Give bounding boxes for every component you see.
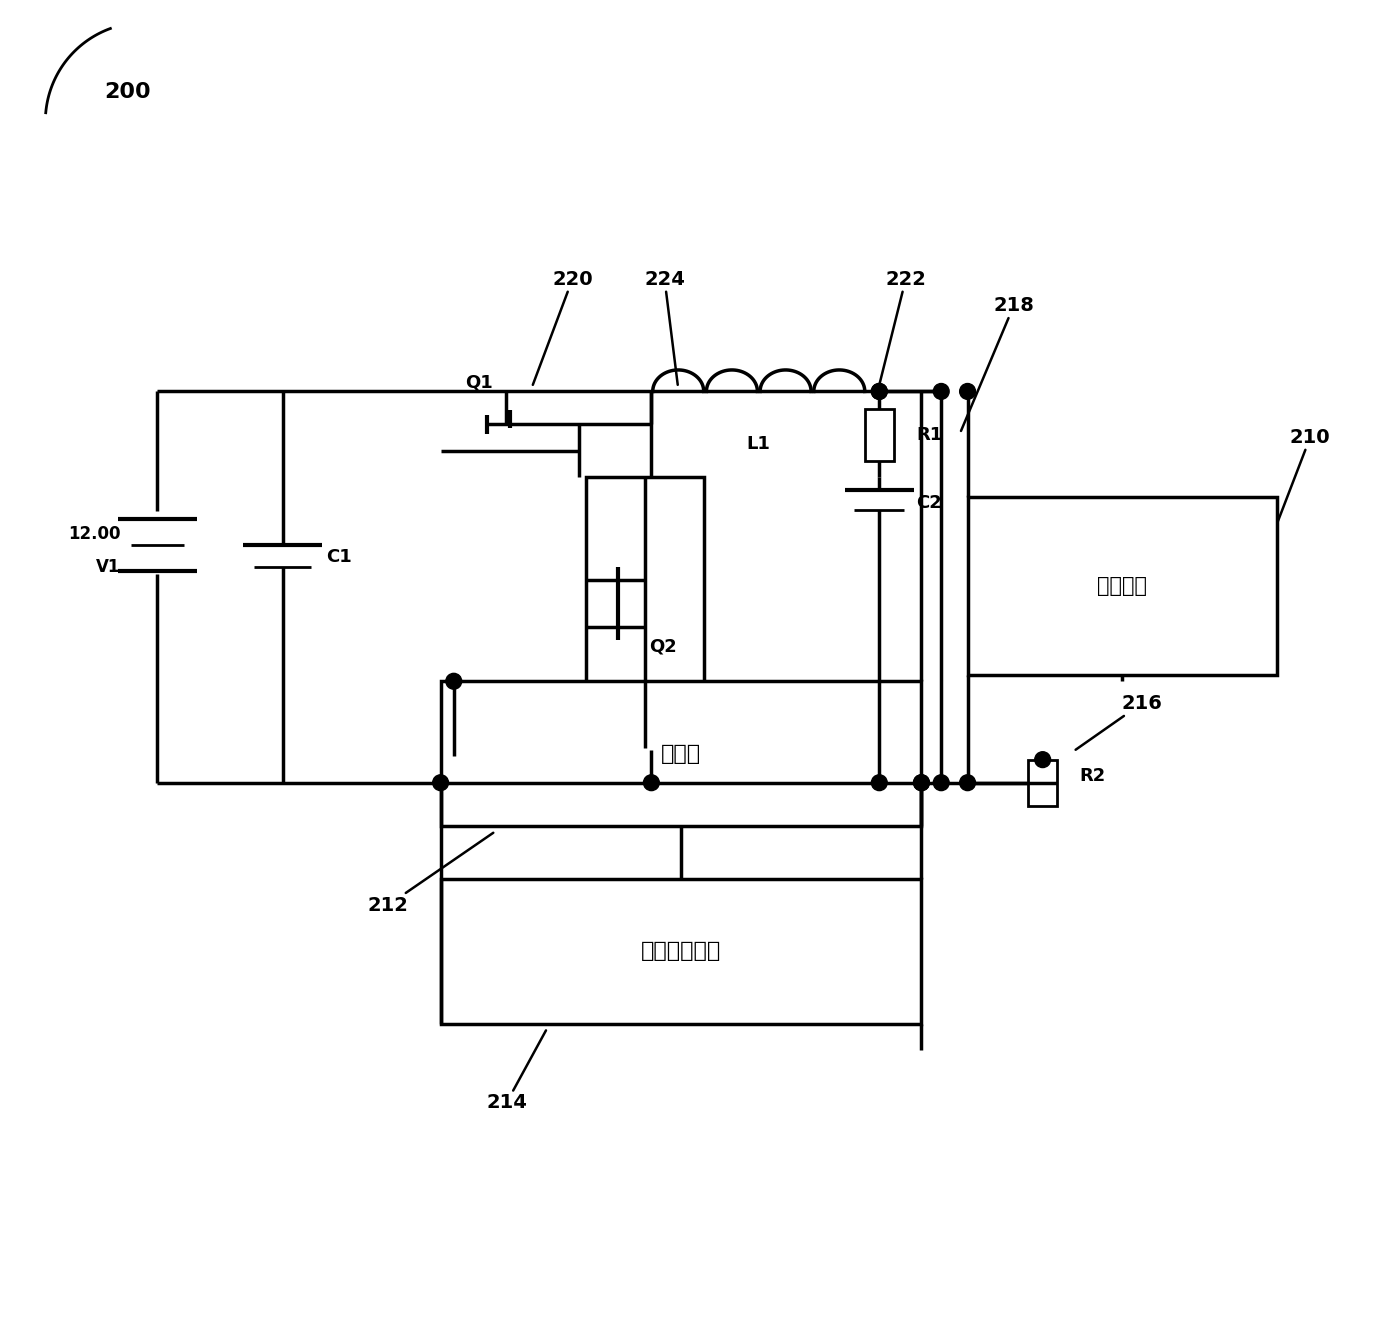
Circle shape: [446, 673, 462, 689]
Circle shape: [914, 775, 929, 791]
Text: 216: 216: [1076, 695, 1162, 750]
Text: 212: 212: [367, 832, 494, 914]
Circle shape: [643, 775, 660, 791]
Text: 220: 220: [533, 270, 593, 385]
Text: R1: R1: [917, 426, 943, 445]
Text: 控制器: 控制器: [661, 744, 702, 763]
Text: 微处理器: 微处理器: [1098, 576, 1147, 595]
Text: 222: 222: [879, 270, 926, 385]
Bar: [441, 681, 922, 826]
Circle shape: [914, 775, 929, 791]
Bar: [968, 497, 1278, 675]
Circle shape: [1035, 751, 1050, 767]
Circle shape: [872, 384, 887, 400]
Text: 214: 214: [485, 1031, 545, 1113]
Text: 224: 224: [644, 270, 685, 385]
Text: C1: C1: [326, 548, 352, 566]
Circle shape: [432, 775, 449, 791]
Bar: [441, 878, 922, 1024]
Circle shape: [960, 775, 975, 791]
Bar: [1028, 759, 1057, 806]
Text: V1: V1: [96, 558, 120, 577]
Text: C2: C2: [917, 495, 942, 512]
Text: Q1: Q1: [466, 373, 494, 392]
Text: 210: 210: [1278, 429, 1331, 523]
Text: L1: L1: [746, 435, 770, 452]
Circle shape: [933, 775, 949, 791]
Circle shape: [872, 384, 887, 400]
Bar: [586, 478, 704, 750]
Bar: [865, 409, 894, 462]
Text: 12.00: 12.00: [68, 525, 120, 544]
Text: Q2: Q2: [649, 638, 677, 655]
Circle shape: [960, 384, 975, 400]
Circle shape: [872, 775, 887, 791]
Text: 电流采样电路: 电流采样电路: [640, 942, 721, 962]
Text: R2: R2: [1080, 767, 1106, 785]
Circle shape: [933, 384, 949, 400]
Text: 218: 218: [961, 296, 1034, 431]
Text: 200: 200: [105, 82, 151, 102]
